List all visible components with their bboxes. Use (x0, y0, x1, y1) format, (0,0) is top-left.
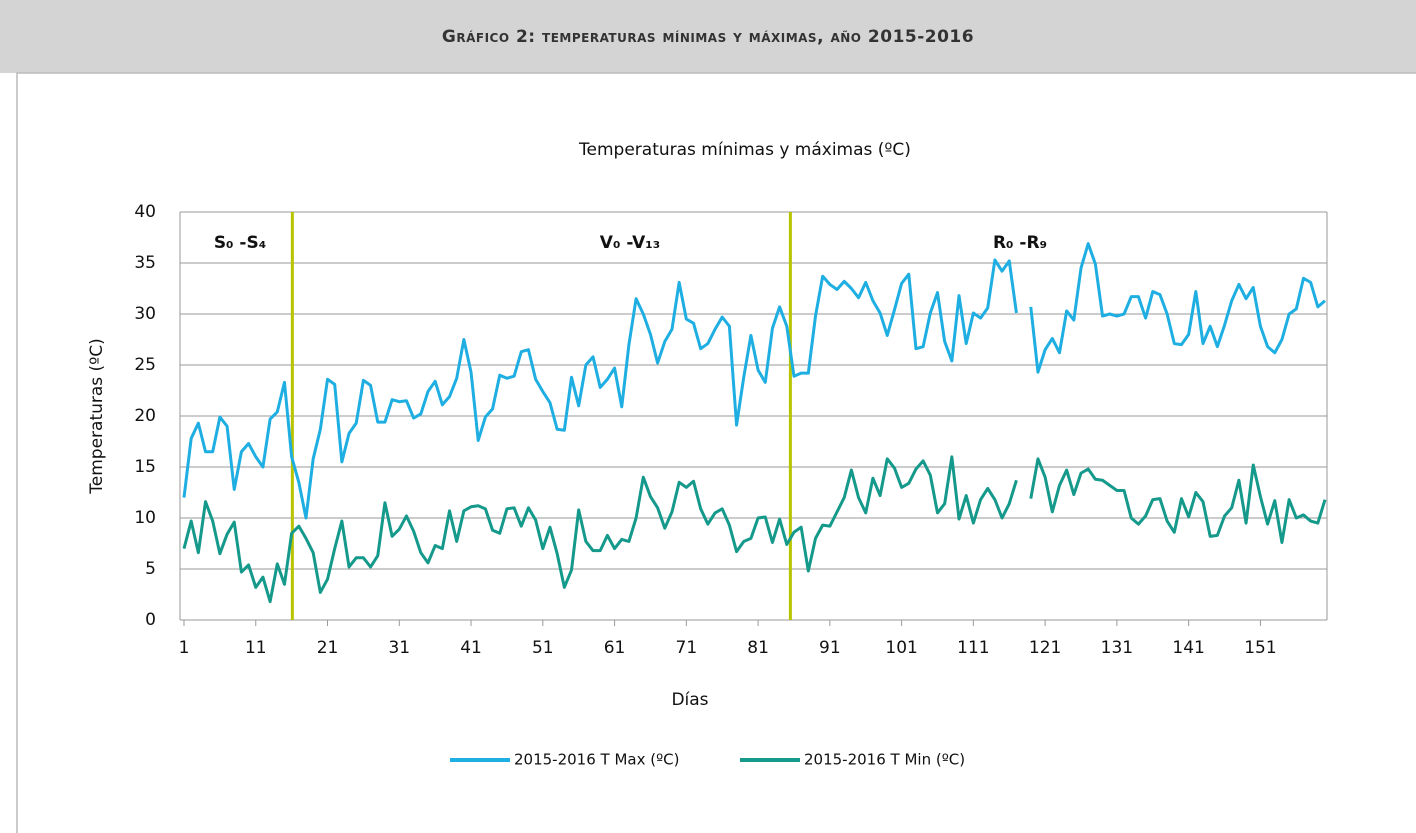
x-tick-label: 81 (747, 638, 769, 658)
x-tick-label: 101 (885, 638, 917, 658)
y-tick-label: 35 (134, 253, 156, 273)
stage-label: V₀ -V₁₃ (600, 233, 660, 253)
legend-label: 2015-2016 T Max (ºC) (514, 751, 679, 769)
y-tick-label: 20 (134, 406, 156, 426)
y-tick-label: 0 (145, 610, 156, 630)
y-tick-label: 10 (134, 508, 156, 528)
x-tick-label: 31 (388, 638, 410, 658)
x-tick-label: 1 (179, 638, 190, 658)
y-tick-label: 30 (134, 304, 156, 324)
x-tick-label: 61 (604, 638, 626, 658)
x-tick-label: 131 (1101, 638, 1133, 658)
x-tick-label: 41 (460, 638, 482, 658)
chart-frame (16, 72, 1416, 833)
x-tick-label: 121 (1029, 638, 1061, 658)
x-tick-label: 151 (1244, 638, 1276, 658)
x-tick-label: 51 (532, 638, 554, 658)
x-tick-label: 91 (819, 638, 841, 658)
y-tick-label: 40 (134, 202, 156, 222)
series-line (182, 242, 1326, 520)
x-tick-label: 71 (676, 638, 698, 658)
series-line (182, 455, 1327, 604)
stage-label: R₀ -R₉ (993, 233, 1047, 253)
y-axis-label: Temperaturas (ºC) (87, 338, 107, 494)
legend-label: 2015-2016 T Min (ºC) (804, 751, 965, 769)
stage-label: S₀ -S₄ (214, 233, 266, 253)
y-tick-label: 25 (134, 355, 156, 375)
x-tick-label: 111 (957, 638, 989, 658)
chart-title: Temperaturas mínimas y máximas (ºC) (578, 140, 911, 160)
x-tick-label: 21 (317, 638, 339, 658)
x-tick-label: 11 (245, 638, 267, 658)
header-title: Gráfico 2: temperaturas mínimas y máxima… (0, 0, 1416, 73)
x-axis-label: Días (671, 690, 708, 710)
x-tick-label: 141 (1172, 638, 1204, 658)
y-tick-label: 5 (145, 559, 156, 579)
y-tick-label: 15 (134, 457, 156, 477)
